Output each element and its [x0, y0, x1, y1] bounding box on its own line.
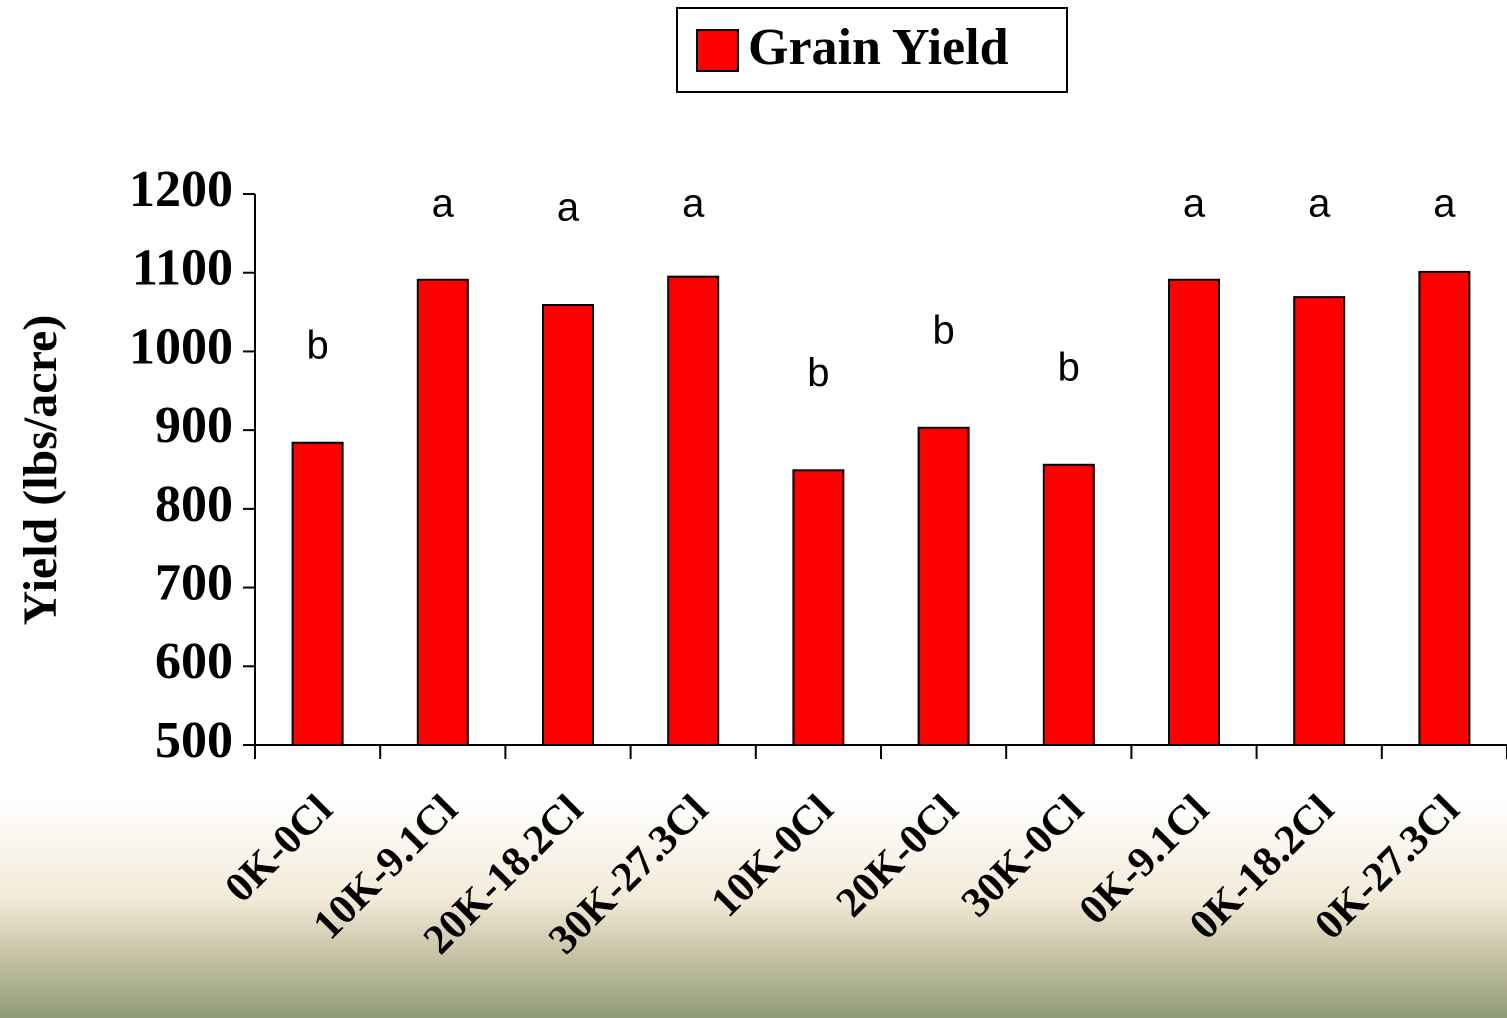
significance-letter: b: [306, 323, 328, 367]
significance-letter: a: [1183, 182, 1206, 226]
bar: [1418, 270, 1471, 746]
bar: [917, 426, 970, 746]
significance-letter: a: [1308, 182, 1331, 226]
bar: [291, 441, 344, 746]
legend-swatch: [696, 29, 739, 72]
y-tick-label: 500: [155, 712, 233, 769]
significance-letter: b: [1058, 345, 1080, 389]
significance-letter: a: [1433, 182, 1456, 226]
significance-letter: a: [682, 182, 705, 226]
y-tick-label: 1100: [132, 240, 233, 297]
legend-label: Grain Yield: [748, 19, 1009, 76]
bar: [542, 303, 594, 746]
y-tick-label: 700: [155, 555, 233, 612]
significance-letter: b: [932, 308, 954, 352]
bar: [667, 275, 720, 746]
legend: Grain Yield: [676, 7, 1068, 93]
y-tick-label: 900: [155, 397, 233, 454]
significance-letter: b: [807, 351, 829, 395]
y-tick-label: 800: [155, 476, 233, 533]
bar: [1293, 296, 1346, 746]
y-tick-label: 1200: [129, 161, 233, 218]
significance-letter: a: [557, 186, 580, 230]
y-tick-label: 1000: [129, 318, 233, 375]
significance-letter: a: [432, 182, 455, 226]
legend-box: [676, 7, 1068, 93]
bar: [1042, 463, 1095, 746]
bar: [1168, 278, 1220, 746]
bar: [416, 278, 469, 746]
bar: [792, 469, 845, 746]
background-landscape: [0, 800, 1507, 1018]
y-tick-label: 600: [155, 633, 233, 690]
y-axis-label: Yield (lbs/acre): [14, 315, 67, 626]
